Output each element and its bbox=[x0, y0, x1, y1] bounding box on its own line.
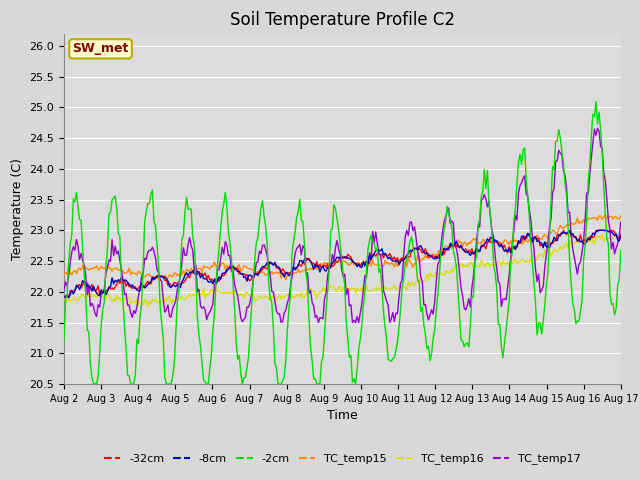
X-axis label: Time: Time bbox=[327, 409, 358, 422]
Y-axis label: Temperature (C): Temperature (C) bbox=[11, 158, 24, 260]
Legend: -32cm, -8cm, -2cm, TC_temp15, TC_temp16, TC_temp17: -32cm, -8cm, -2cm, TC_temp15, TC_temp16,… bbox=[99, 449, 586, 469]
Text: SW_met: SW_met bbox=[72, 42, 129, 55]
Title: Soil Temperature Profile C2: Soil Temperature Profile C2 bbox=[230, 11, 455, 29]
